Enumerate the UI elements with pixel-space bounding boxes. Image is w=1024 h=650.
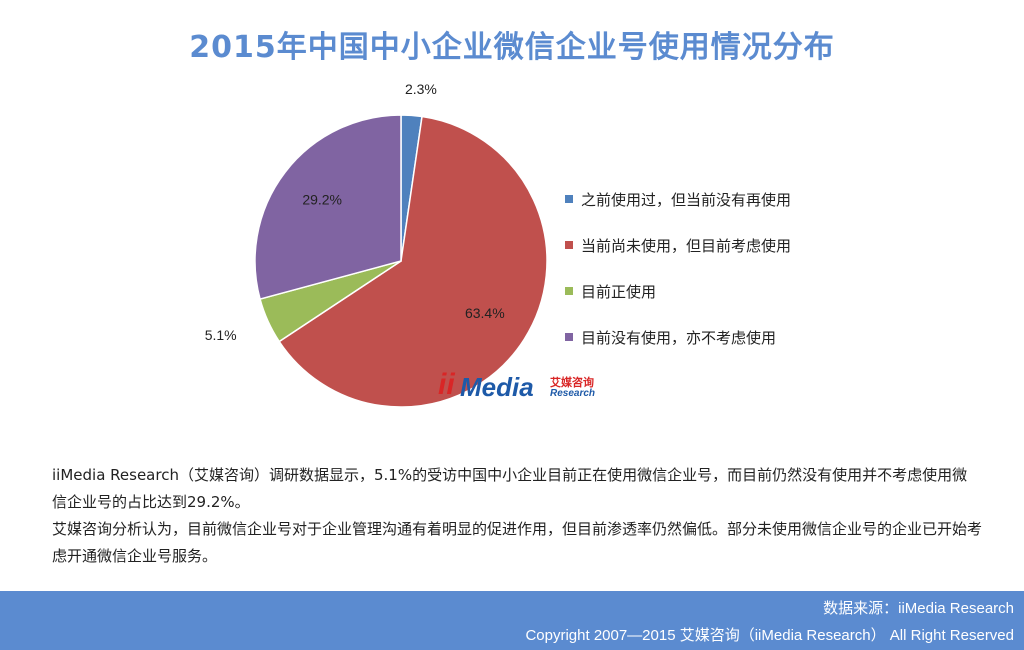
legend-label: 目前没有使用，亦不考虑使用 bbox=[581, 328, 777, 347]
analysis-paragraph-1: iiMedia Research（艾媒咨询）调研数据显示，5.1%的受访中国中小… bbox=[52, 466, 968, 511]
slice-value-label: 63.4% bbox=[465, 305, 505, 321]
legend-swatch bbox=[565, 333, 573, 341]
pie-slice bbox=[278, 115, 548, 408]
legend-item: 当前尚未使用，但目前考虑使用 bbox=[565, 222, 791, 268]
legend-item: 之前使用过，但当前没有再使用 bbox=[565, 176, 791, 222]
legend-label: 目前正使用 bbox=[581, 282, 657, 301]
pie-slices bbox=[254, 114, 548, 408]
legend-item: 目前没有使用，亦不考虑使用 bbox=[565, 314, 791, 360]
watermark-en: Research bbox=[550, 388, 596, 399]
page-title: 2015年中国中小企业微信企业号使用情况分布 bbox=[189, 30, 835, 65]
watermark-ii: ii bbox=[438, 368, 455, 401]
legend-label: 当前尚未使用，但目前考虑使用 bbox=[581, 236, 792, 255]
watermark-cn: 艾媒咨询 bbox=[550, 376, 594, 389]
pie-slice bbox=[254, 114, 402, 301]
legend-swatch bbox=[565, 241, 573, 249]
imedia-watermark-logo: ii Media 艾媒咨询 Research bbox=[438, 368, 608, 402]
legend-item: 目前正使用 bbox=[565, 268, 791, 314]
slice-value-label: 2.3% bbox=[405, 81, 437, 97]
analysis-text: iiMedia Research（艾媒咨询）调研数据显示，5.1%的受访中国中小… bbox=[52, 462, 982, 570]
analysis-paragraph-2: 艾媒咨询分析认为，目前微信企业号对于企业管理沟通有着明显的促进作用，但目前渗透率… bbox=[52, 520, 983, 565]
chart-legend: 之前使用过，但当前没有再使用 当前尚未使用，但目前考虑使用 目前正使用 目前没有… bbox=[565, 176, 791, 360]
slice-value-label: 29.2% bbox=[302, 191, 342, 207]
slice-value-label: 5.1% bbox=[205, 327, 237, 343]
pie-labels: 2.3% 63.4% 5.1% 29.2% bbox=[205, 81, 505, 343]
footer-source: 数据来源：iiMedia Research bbox=[823, 600, 1014, 617]
legend-swatch bbox=[565, 287, 573, 295]
footer-bar: 数据来源：iiMedia Research Copyright 2007—201… bbox=[0, 591, 1024, 650]
legend-label: 之前使用过，但当前没有再使用 bbox=[581, 190, 792, 209]
footer-copyright: Copyright 2007—2015 艾媒咨询（iiMedia Researc… bbox=[525, 627, 1014, 644]
watermark-media: Media bbox=[460, 372, 534, 402]
legend-swatch bbox=[565, 195, 573, 203]
